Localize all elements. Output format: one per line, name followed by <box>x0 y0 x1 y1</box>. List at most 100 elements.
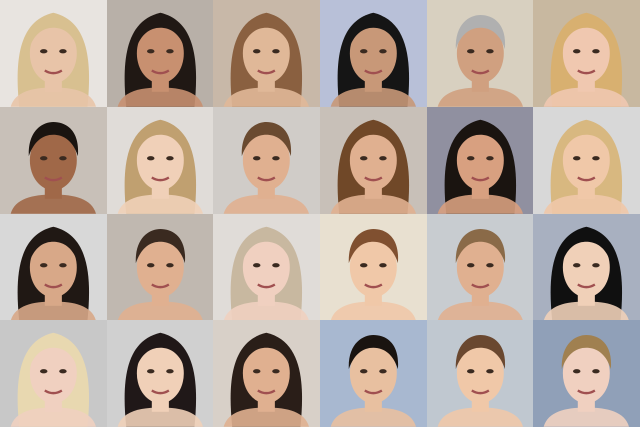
face-tile <box>319 0 427 107</box>
eye <box>146 155 155 161</box>
mouth <box>577 282 596 288</box>
mouth <box>470 176 490 182</box>
eye <box>253 49 261 54</box>
face-tile <box>213 0 320 107</box>
face-tile <box>213 320 320 427</box>
eye <box>573 49 581 54</box>
mouth <box>44 69 63 75</box>
eye <box>165 262 174 267</box>
shoulders <box>437 301 523 321</box>
hair-top <box>242 228 292 263</box>
eye <box>379 369 387 374</box>
face <box>456 23 504 84</box>
mouth <box>150 176 170 182</box>
face-tile <box>533 106 640 214</box>
eye <box>592 262 600 267</box>
eye <box>359 262 368 267</box>
face-tile <box>533 0 640 107</box>
hair-top <box>562 335 612 370</box>
hair-top <box>348 228 399 263</box>
face <box>456 130 504 191</box>
eye <box>253 369 261 374</box>
hair-top <box>28 228 79 263</box>
mouth <box>470 282 490 288</box>
hair-top <box>562 121 612 156</box>
eye <box>165 155 174 161</box>
eye <box>379 49 387 54</box>
eye <box>39 262 48 267</box>
face-tile <box>0 213 107 321</box>
mouth <box>577 176 596 182</box>
eye <box>379 155 387 161</box>
mouth <box>257 69 276 75</box>
eye <box>59 49 67 54</box>
eye <box>379 262 387 267</box>
eye <box>146 262 155 267</box>
hair-top <box>135 14 185 50</box>
hair-top <box>28 121 79 156</box>
eye <box>59 369 67 374</box>
hair-top <box>135 228 185 263</box>
face-tile <box>533 320 640 427</box>
face-tile <box>426 320 534 427</box>
mouth <box>257 176 276 182</box>
shoulders <box>543 194 630 214</box>
face <box>136 343 184 404</box>
face <box>136 236 184 297</box>
eye <box>272 49 280 54</box>
eye <box>272 155 280 161</box>
face-tile <box>106 106 214 214</box>
eye <box>59 262 67 267</box>
face <box>349 236 397 297</box>
shoulders <box>437 194 523 214</box>
hair-top <box>562 228 612 263</box>
face <box>29 130 77 191</box>
eye <box>59 155 67 161</box>
face-tile <box>106 320 214 427</box>
hair-top <box>348 335 399 370</box>
face-tile <box>0 320 107 427</box>
shoulders <box>437 407 523 427</box>
eye <box>253 155 261 161</box>
shoulders <box>543 407 630 427</box>
eye <box>146 369 155 374</box>
mouth <box>364 69 383 75</box>
eye <box>165 369 174 374</box>
shoulders <box>223 301 310 321</box>
mouth <box>577 389 596 395</box>
hair-top <box>348 121 399 156</box>
face-tile <box>106 0 214 107</box>
mouth <box>257 282 276 288</box>
hair-top <box>242 121 292 156</box>
hair-top <box>28 335 79 370</box>
face-tile <box>0 0 107 107</box>
face <box>563 130 611 191</box>
face <box>243 130 291 191</box>
eye <box>485 369 494 374</box>
eye <box>359 155 368 161</box>
hair-top <box>28 14 79 50</box>
eye <box>466 155 475 161</box>
shoulders <box>10 301 96 321</box>
shoulders <box>223 407 310 427</box>
face-tile <box>213 106 320 214</box>
mouth <box>150 389 170 395</box>
shoulders <box>117 194 203 214</box>
face <box>563 23 611 84</box>
hair-top <box>455 121 505 156</box>
eye <box>485 262 494 267</box>
face <box>243 23 291 84</box>
eye <box>165 49 174 54</box>
eye <box>359 49 368 54</box>
mouth <box>577 69 596 75</box>
shoulders <box>330 194 416 214</box>
hair-top <box>455 228 505 263</box>
mouth <box>44 282 63 288</box>
shoulders <box>10 194 96 214</box>
eye <box>272 369 280 374</box>
face <box>243 343 291 404</box>
face-tile <box>319 213 427 321</box>
hair-top <box>135 335 185 370</box>
hair-top <box>455 335 505 370</box>
